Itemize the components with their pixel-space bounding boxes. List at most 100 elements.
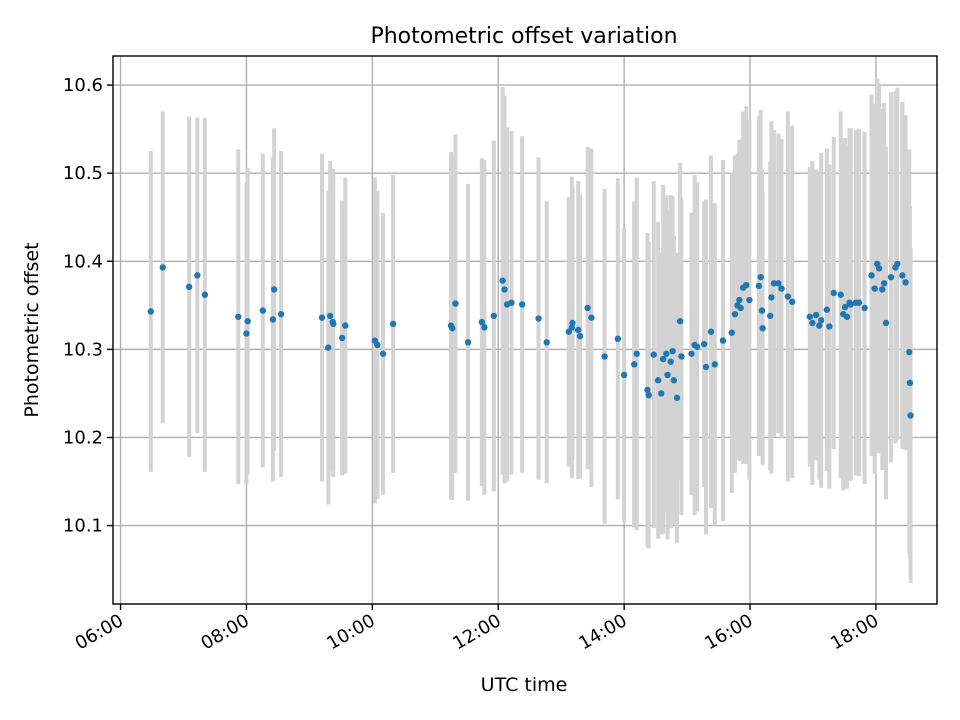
data-point <box>508 299 515 306</box>
error-bars <box>148 78 913 583</box>
data-point <box>535 315 542 322</box>
data-point <box>907 412 914 419</box>
y-tick-label: 10.6 <box>63 75 103 96</box>
y-tick-label: 10.1 <box>63 516 103 537</box>
data-point <box>673 394 681 402</box>
data-point <box>185 283 193 291</box>
data-point <box>659 355 667 363</box>
x-tick-label: 14:00 <box>575 610 630 654</box>
data-point <box>841 303 849 311</box>
data-point <box>464 339 472 346</box>
data-point <box>614 335 622 343</box>
data-point <box>379 350 387 357</box>
data-point <box>906 348 913 356</box>
data-points <box>147 260 914 419</box>
data-point <box>816 322 823 329</box>
data-point <box>576 332 584 340</box>
data-point <box>809 319 816 327</box>
data-point <box>318 314 326 321</box>
data-point <box>601 353 608 360</box>
x-tick-label: 10:00 <box>323 610 378 654</box>
data-point <box>731 310 739 318</box>
data-point <box>678 353 685 360</box>
data-point <box>342 322 349 329</box>
data-point <box>269 316 277 323</box>
data-point <box>758 307 766 314</box>
data-point <box>775 280 782 287</box>
data-point <box>481 324 488 331</box>
data-point <box>631 361 638 368</box>
data-point <box>574 326 582 334</box>
data-point <box>847 301 854 308</box>
data-point <box>766 312 774 320</box>
data-point <box>736 296 743 304</box>
data-point <box>244 317 251 325</box>
data-point <box>711 361 718 368</box>
data-point <box>499 277 506 284</box>
data-point <box>688 350 695 357</box>
data-point <box>374 341 381 349</box>
data-point <box>664 371 671 379</box>
data-point <box>588 314 595 321</box>
data-point <box>843 313 851 320</box>
data-point <box>270 286 278 293</box>
data-point <box>277 310 285 318</box>
data-point <box>452 300 459 307</box>
y-axis-label: Photometric offset <box>21 242 43 417</box>
data-point <box>147 308 154 315</box>
data-point <box>676 317 684 325</box>
data-point <box>879 286 886 293</box>
data-point <box>569 319 576 327</box>
data-point <box>894 260 901 268</box>
data-point <box>330 320 337 328</box>
data-point <box>667 358 674 365</box>
data-point <box>757 273 764 281</box>
data-point <box>644 386 651 394</box>
x-axis-label: UTC time <box>481 674 568 696</box>
chart-title: Photometric offset variation <box>370 24 677 49</box>
x-tick-label: 16:00 <box>701 610 756 654</box>
x-tick-label: 12:00 <box>449 610 504 654</box>
y-tick-label: 10.5 <box>63 163 103 184</box>
data-point <box>880 280 888 287</box>
data-point <box>700 340 708 348</box>
data-point <box>584 304 591 312</box>
data-point <box>770 280 778 287</box>
data-point <box>235 313 242 320</box>
data-point <box>899 272 906 279</box>
data-point <box>826 323 833 330</box>
data-point <box>565 328 572 335</box>
data-point <box>906 379 914 387</box>
plot-frame <box>112 55 938 605</box>
y-tick-label: 10.3 <box>63 339 103 360</box>
data-point <box>658 390 665 397</box>
y-tick-label: 10.2 <box>63 427 103 448</box>
data-point <box>325 344 332 351</box>
data-point <box>645 391 652 399</box>
data-point <box>789 298 796 306</box>
data-point <box>830 289 837 297</box>
data-point <box>633 350 640 357</box>
data-point <box>902 279 909 286</box>
data-point <box>778 285 785 292</box>
data-point <box>875 265 883 272</box>
data-point <box>871 285 878 292</box>
x-tick-label: 18:00 <box>827 610 882 654</box>
data-point <box>326 312 334 320</box>
data-point <box>702 363 710 371</box>
data-point <box>259 307 267 314</box>
data-point <box>768 294 775 301</box>
data-point <box>693 343 701 350</box>
data-point <box>837 291 844 298</box>
data-point <box>784 293 792 300</box>
data-point <box>650 351 657 358</box>
data-point <box>669 347 676 355</box>
data-point <box>490 312 498 320</box>
data-point <box>654 377 662 384</box>
x-tick-label: 08:00 <box>198 610 253 654</box>
data-point <box>855 299 863 306</box>
data-point <box>823 306 831 313</box>
data-point <box>338 334 346 342</box>
x-axis-ticks: 06:00 08:00 10:00 12:00 14:00 16:00 18:00 <box>72 604 882 654</box>
